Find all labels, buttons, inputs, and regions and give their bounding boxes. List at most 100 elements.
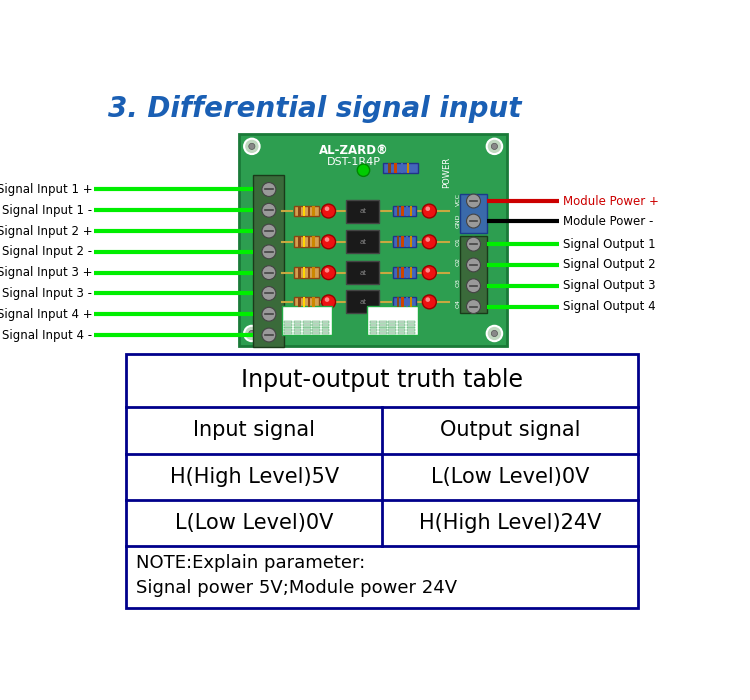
Bar	[346, 199, 379, 223]
Circle shape	[425, 268, 430, 273]
Circle shape	[487, 326, 502, 341]
Bar	[308, 267, 310, 278]
Circle shape	[262, 183, 276, 197]
Bar	[397, 237, 399, 247]
Bar	[298, 206, 301, 216]
Text: O4: O4	[455, 299, 460, 308]
Bar	[284, 321, 292, 323]
Text: Signal Input 1 +: Signal Input 1 +	[0, 183, 92, 196]
Circle shape	[249, 330, 255, 337]
Circle shape	[262, 266, 276, 279]
Text: Signal Input 2 -: Signal Input 2 -	[2, 246, 92, 258]
Text: GND: GND	[455, 213, 460, 228]
Bar	[397, 267, 399, 278]
Bar	[303, 237, 305, 247]
Bar	[294, 324, 302, 326]
Circle shape	[487, 139, 502, 154]
Bar	[370, 329, 377, 331]
Text: Signal Output 4: Signal Output 4	[562, 300, 656, 313]
Text: at: at	[359, 270, 366, 276]
Text: L(Low Level)0V: L(Low Level)0V	[430, 467, 589, 486]
Bar	[298, 297, 301, 307]
Circle shape	[466, 194, 481, 208]
Bar	[294, 332, 302, 334]
Bar	[406, 324, 415, 326]
Bar	[388, 329, 396, 331]
Text: at: at	[359, 299, 366, 305]
Bar	[303, 332, 310, 334]
Circle shape	[322, 266, 335, 279]
Bar	[284, 324, 292, 326]
Text: DST-1R4P: DST-1R4P	[326, 157, 380, 167]
Bar	[346, 230, 379, 253]
Circle shape	[262, 286, 276, 300]
Text: O1: O1	[455, 237, 460, 246]
Bar	[393, 237, 416, 247]
Bar	[379, 321, 387, 323]
Bar	[294, 329, 302, 331]
Bar	[303, 206, 305, 216]
Circle shape	[325, 237, 329, 241]
Bar	[398, 332, 405, 334]
Bar	[406, 237, 409, 247]
Text: H(High Level)24V: H(High Level)24V	[419, 513, 601, 533]
Text: Module Power +: Module Power +	[562, 195, 658, 207]
Text: Module Power -: Module Power -	[562, 215, 653, 228]
Circle shape	[422, 204, 436, 218]
Circle shape	[425, 298, 430, 302]
Text: AL-ZARD®: AL-ZARD®	[319, 144, 388, 158]
Circle shape	[425, 206, 430, 211]
Bar	[401, 206, 404, 216]
Circle shape	[262, 245, 276, 259]
Circle shape	[466, 300, 481, 314]
Bar	[294, 326, 302, 328]
Bar	[410, 206, 413, 216]
Text: Signal Input 2 +: Signal Input 2 +	[0, 225, 92, 237]
Circle shape	[491, 330, 497, 337]
Bar	[410, 297, 413, 307]
Bar	[322, 329, 329, 331]
Bar	[382, 163, 418, 172]
Bar	[239, 134, 507, 346]
Circle shape	[262, 307, 276, 321]
Bar	[388, 324, 396, 326]
Circle shape	[325, 268, 329, 273]
Text: H(High Level)5V: H(High Level)5V	[170, 467, 339, 486]
Circle shape	[249, 144, 255, 150]
Bar	[406, 267, 409, 278]
Bar	[312, 237, 315, 247]
Bar	[388, 321, 396, 323]
Bar	[398, 324, 405, 326]
Bar	[308, 206, 310, 216]
Bar	[294, 237, 319, 247]
Text: Output signal: Output signal	[440, 421, 580, 440]
Bar	[322, 332, 329, 334]
Bar	[398, 321, 405, 323]
Bar	[298, 237, 301, 247]
Bar	[312, 332, 320, 334]
Circle shape	[262, 328, 276, 342]
Circle shape	[357, 164, 370, 176]
Text: O2: O2	[455, 258, 460, 267]
Bar	[303, 329, 310, 331]
Bar	[410, 267, 413, 278]
Bar	[294, 267, 319, 278]
Bar	[393, 267, 416, 278]
Bar	[370, 324, 377, 326]
Circle shape	[244, 139, 260, 154]
Bar	[398, 326, 405, 328]
Circle shape	[322, 204, 335, 218]
Bar	[284, 332, 292, 334]
Bar	[388, 163, 391, 172]
Bar	[294, 206, 319, 216]
Bar	[126, 354, 638, 608]
Bar	[406, 332, 415, 334]
Bar	[406, 326, 415, 328]
Bar	[303, 321, 310, 323]
Bar	[370, 321, 377, 323]
Text: VCC: VCC	[455, 193, 460, 206]
Text: Signal Output 1: Signal Output 1	[562, 238, 656, 251]
Text: Signal Input 3 -: Signal Input 3 -	[2, 287, 92, 300]
Circle shape	[322, 295, 335, 309]
Bar	[312, 324, 320, 326]
